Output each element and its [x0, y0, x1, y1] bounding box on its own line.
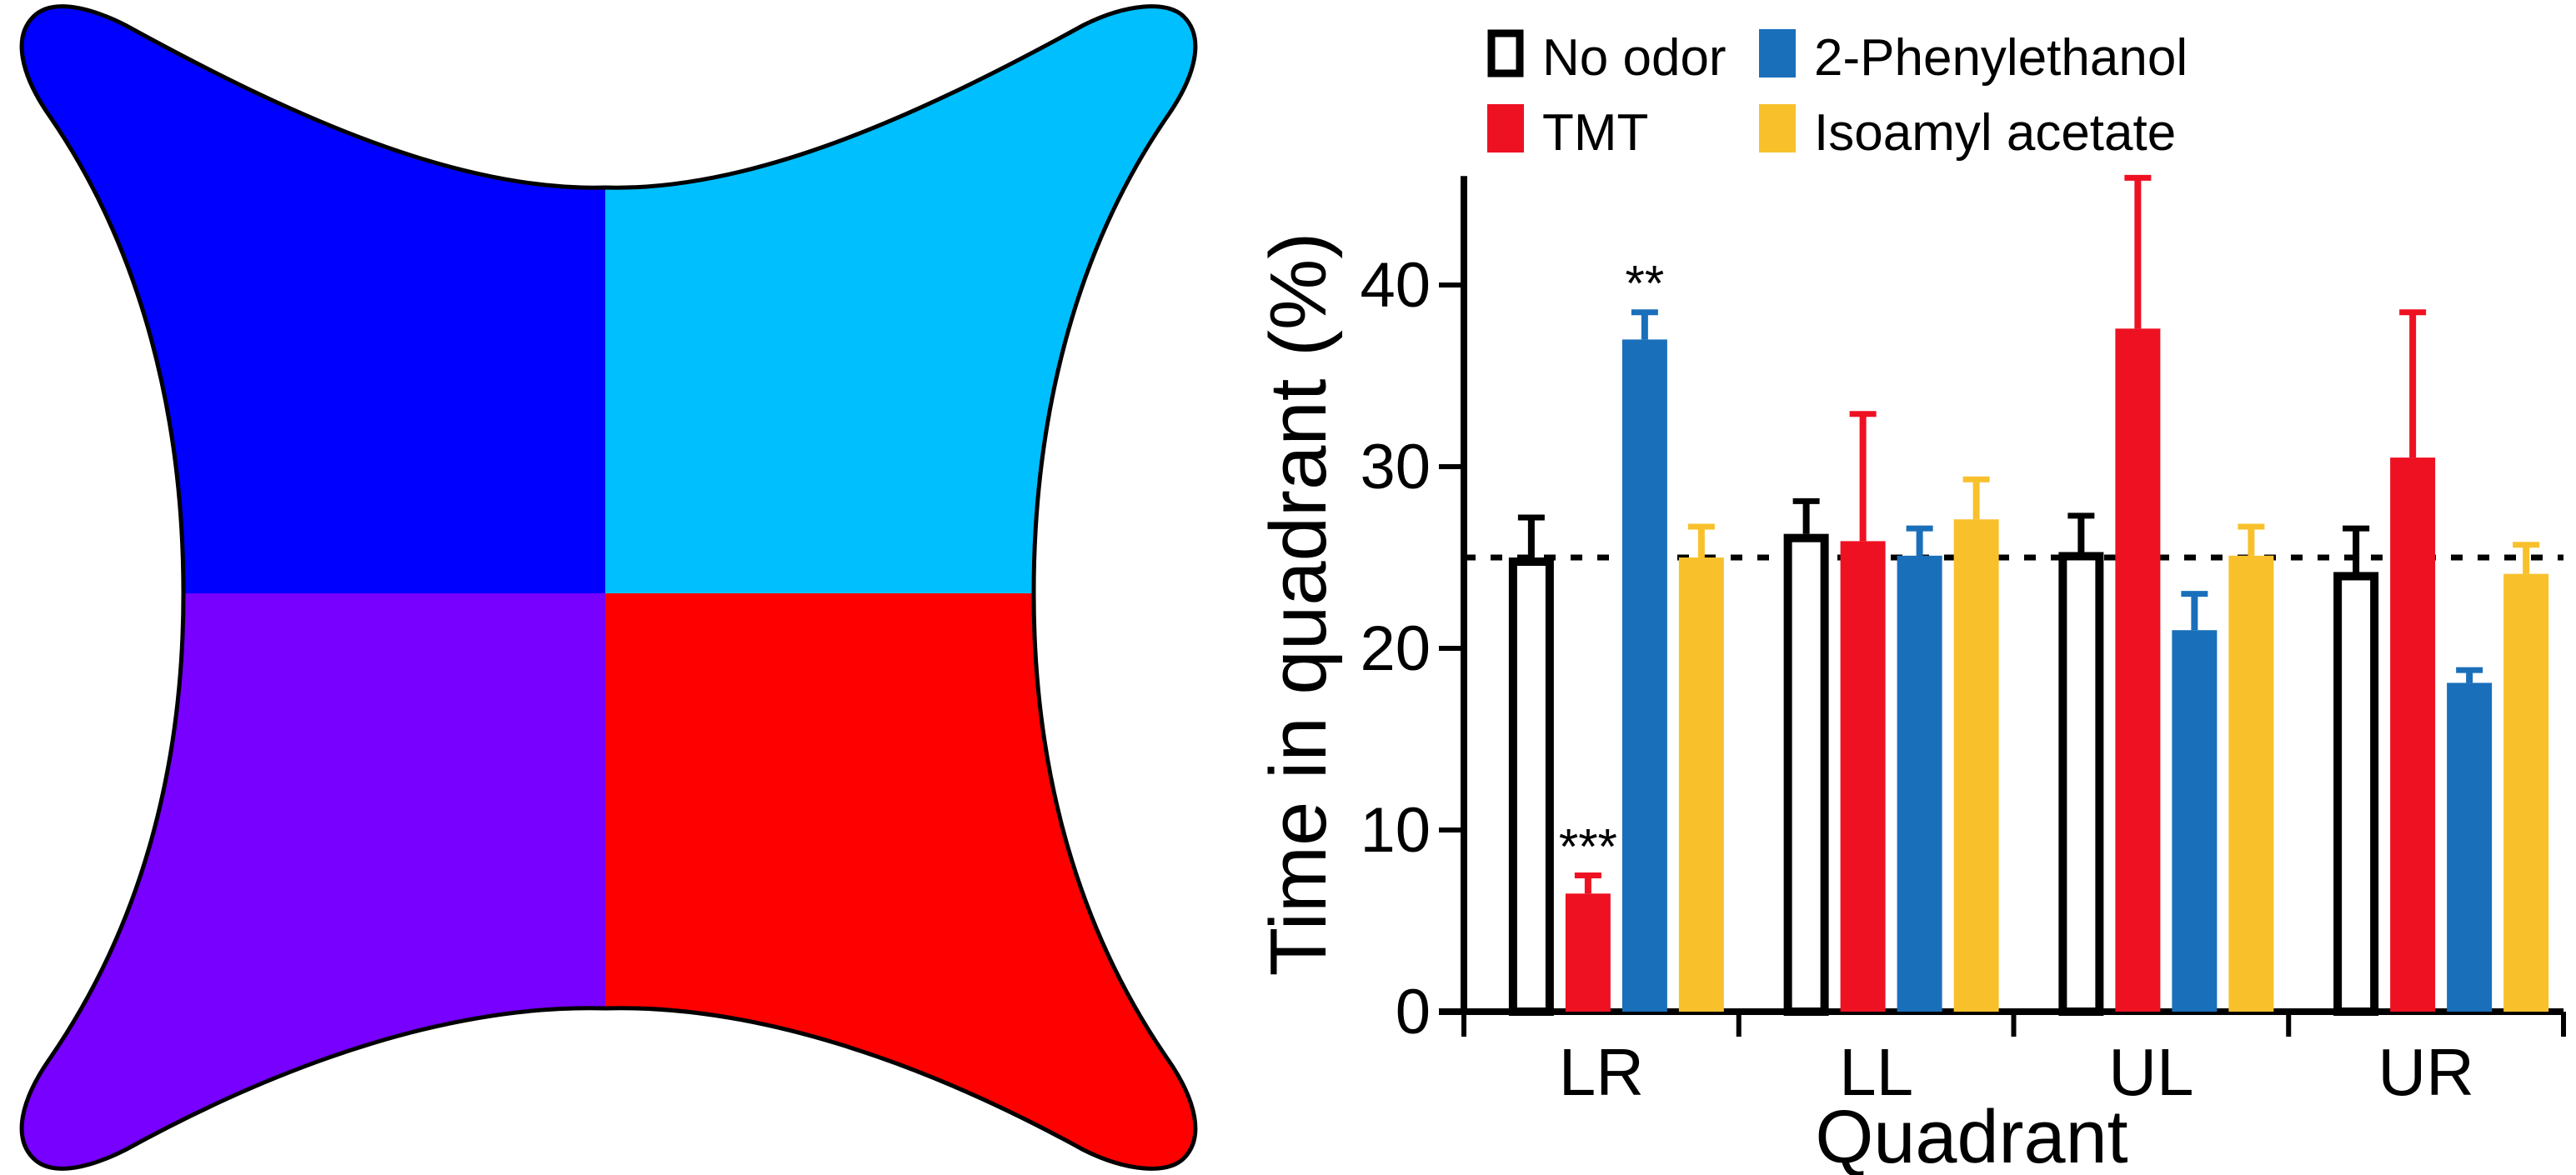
x-tick-label: LL: [1839, 1035, 1913, 1109]
legend: No odor TMT 2-Phenylethanol Isoamyl acetate: [1487, 29, 2188, 162]
y-axis-label: Time in quadrant (%): [1254, 232, 1343, 977]
bar-2-phenylethanol: [2172, 630, 2218, 1012]
x-tick-label: UR: [2378, 1035, 2474, 1109]
y-tick-label: 20: [1360, 613, 1431, 684]
x-axis-label: Quadrant: [1815, 1096, 2127, 1175]
bar-no-odor: [1508, 558, 1554, 1016]
y-tick-label: 0: [1396, 977, 1431, 1048]
x-tick-label: LR: [1559, 1035, 1644, 1109]
arena-diagram: [19, 4, 1198, 1171]
bar-isoamyl-acetate: [1953, 519, 1999, 1012]
bars: *****: [1508, 174, 2549, 1016]
bar-2-phenylethanol: [2447, 682, 2493, 1012]
y-tick-label: 40: [1360, 250, 1431, 321]
axes: 0 10 20 30 40 LR LL UL UR: [1360, 176, 2566, 1109]
bar-isoamyl-acetate: [1678, 558, 1724, 1012]
x-tick-label: UL: [2108, 1035, 2193, 1109]
legend-label: Isoamyl acetate: [1814, 104, 2176, 162]
bar-tmt: [2390, 458, 2436, 1012]
bar-tmt: [1840, 541, 1886, 1012]
y-tick-label: 10: [1360, 795, 1431, 866]
legend-swatch: [1759, 29, 1796, 78]
bar-tmt: [2115, 328, 2161, 1012]
bar-no-odor: [1783, 533, 1829, 1016]
bar-no-odor: [2058, 552, 2104, 1016]
legend-swatch: [1759, 104, 1796, 152]
significance-marker: ***: [1559, 819, 1617, 875]
legend-label: No odor: [1542, 29, 1727, 87]
bar-2-phenylethanol: [1621, 339, 1667, 1012]
bar-no-odor: [2333, 572, 2379, 1016]
arena-outline: [19, 4, 1198, 1171]
legend-label: TMT: [1542, 104, 1648, 162]
legend-swatch: [1487, 104, 1524, 152]
bar-isoamyl-acetate: [2228, 555, 2274, 1012]
bar-2-phenylethanol: [1897, 555, 1942, 1012]
significance-marker: **: [1626, 256, 1665, 312]
bar-isoamyl-acetate: [2503, 573, 2549, 1012]
legend-swatch: [1487, 29, 1524, 78]
bar-tmt: [1565, 893, 1611, 1012]
legend-label: 2-Phenylethanol: [1814, 29, 2188, 87]
y-tick-label: 30: [1360, 432, 1431, 502]
